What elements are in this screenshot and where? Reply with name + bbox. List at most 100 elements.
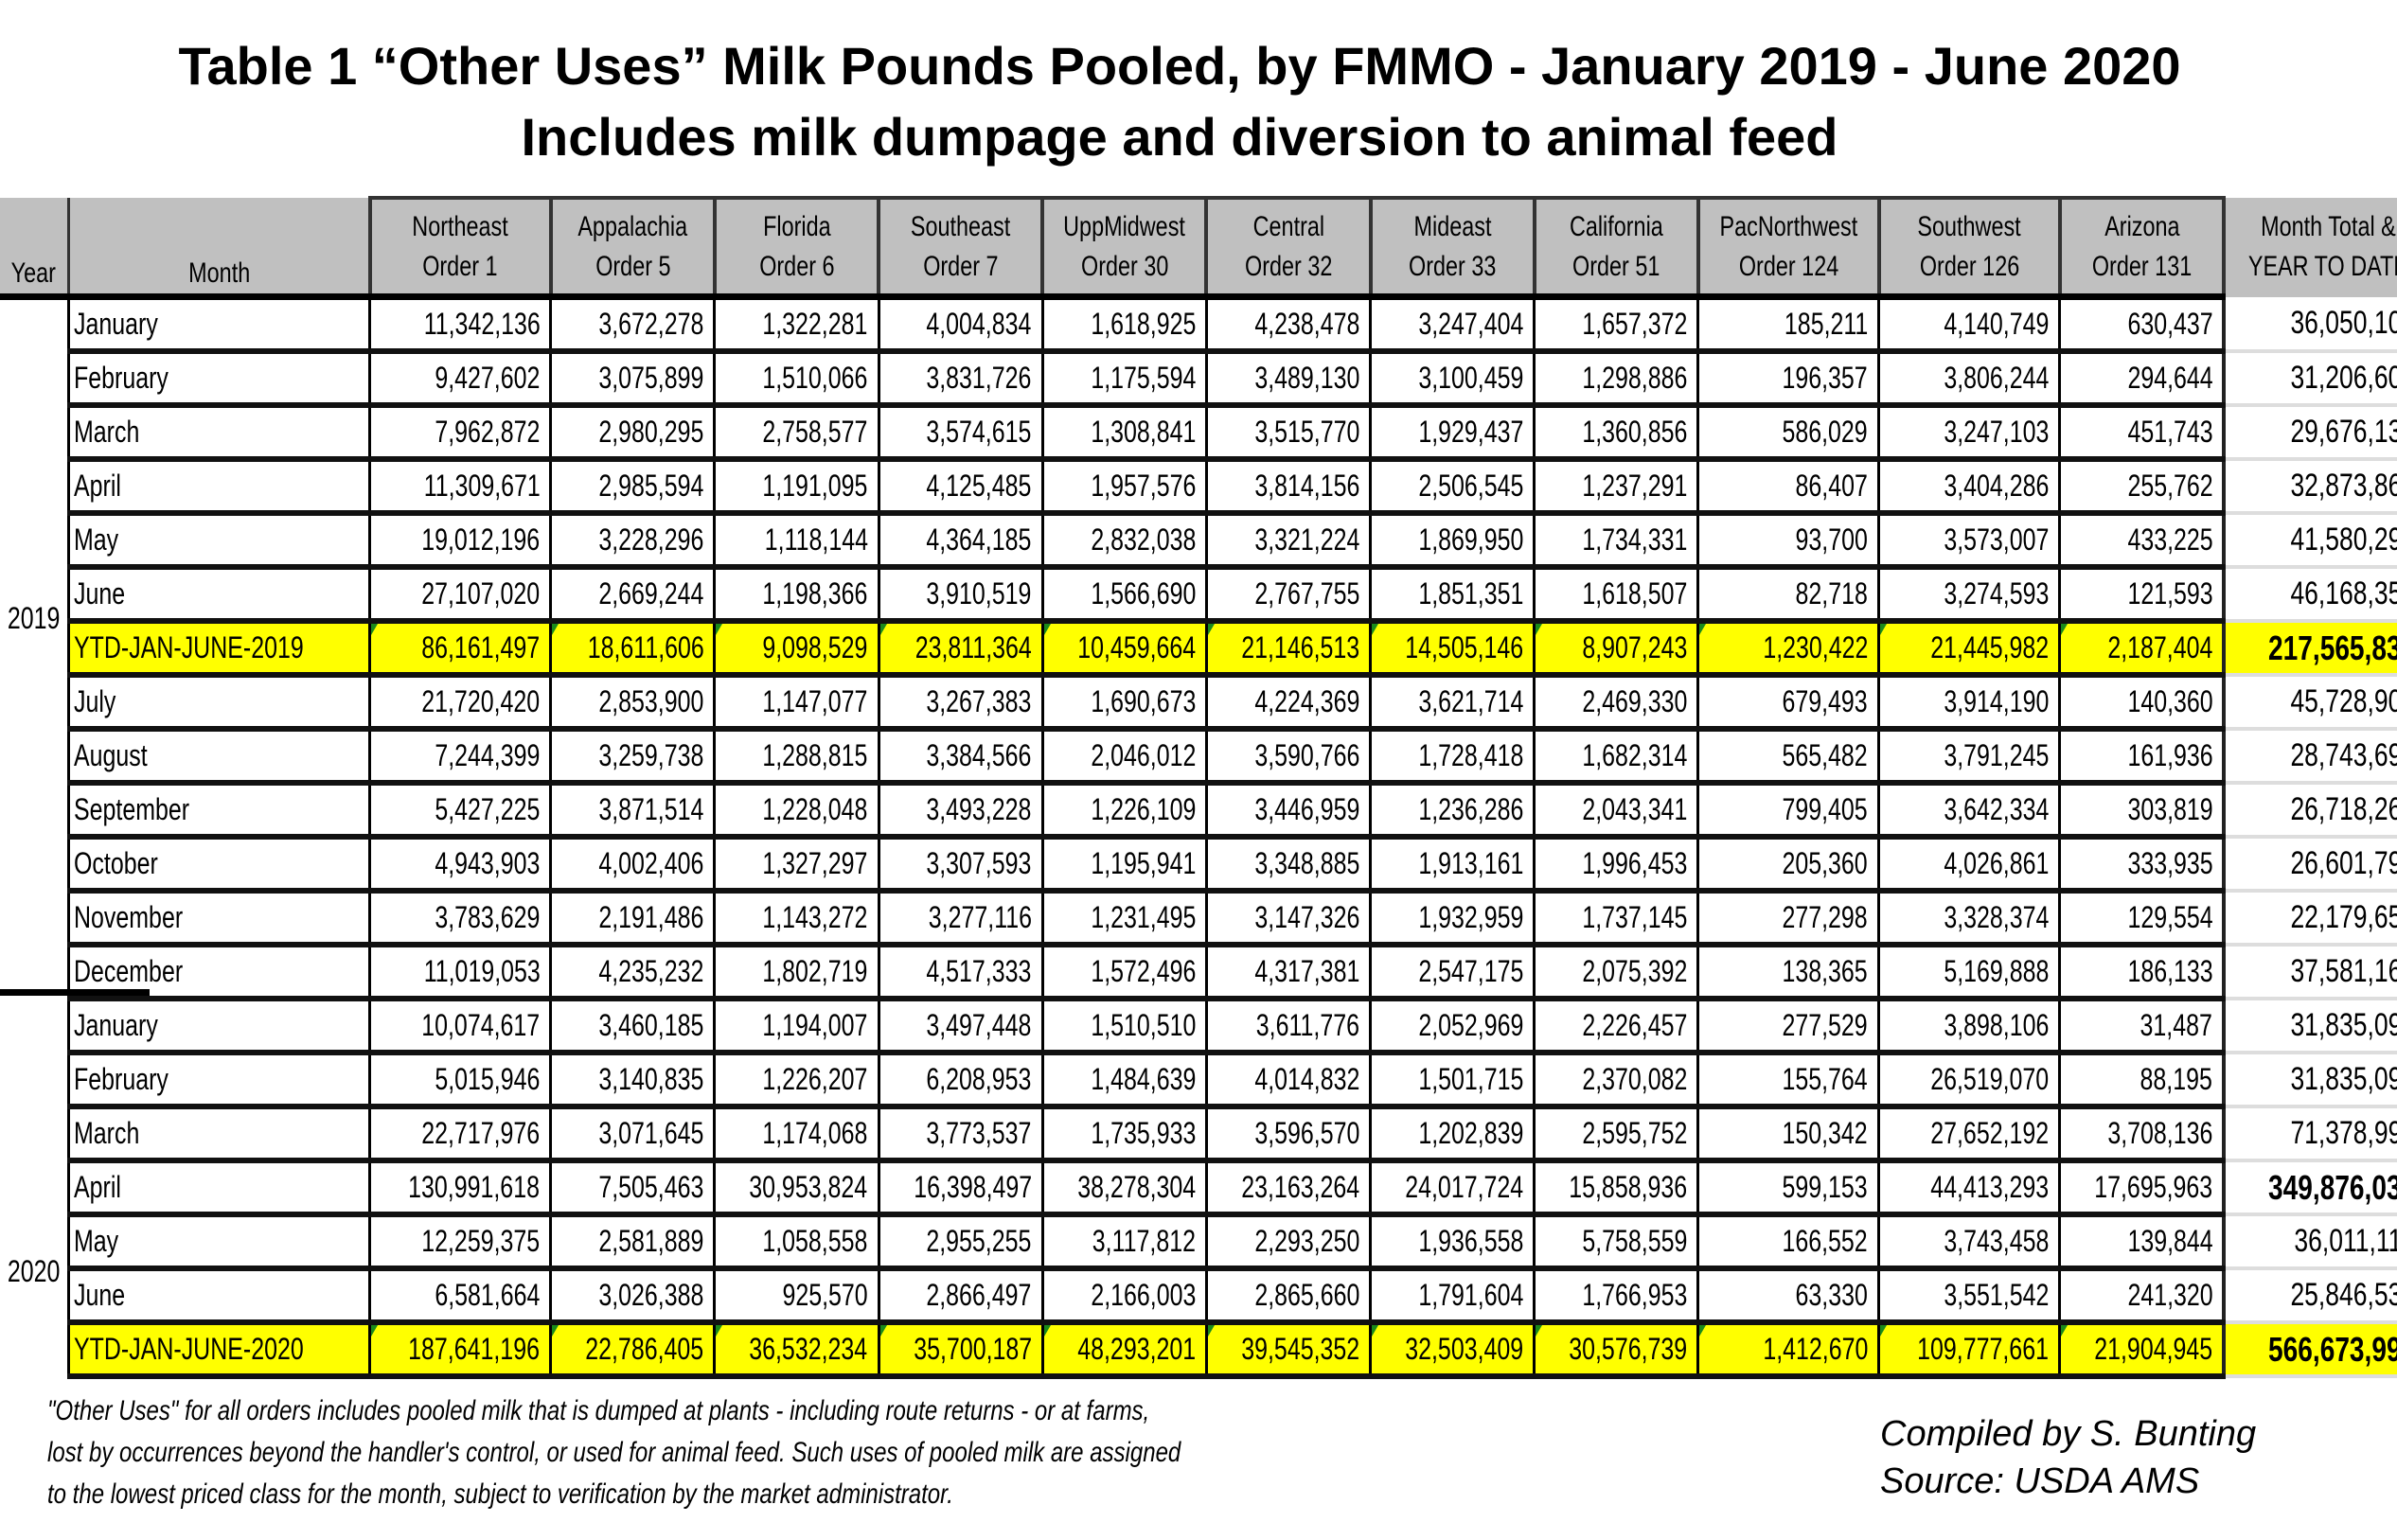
value-text: 1,690,673 [1090,684,1196,718]
header-region-text: California [1569,210,1663,242]
value-text: 3,831,726 [926,361,1032,395]
value-cell: 3,621,714 [1369,675,1536,732]
month-total-cell: 31,206,607 [2222,351,2397,407]
value-text: 1,484,639 [1090,1062,1196,1096]
value-text: 4,224,369 [1254,684,1360,718]
value-cell: 121,593 [2058,567,2226,624]
header-region-name: Northeast [372,207,549,247]
value-cell: 4,026,861 [1877,837,2062,894]
value-text: 925,570 [782,1278,868,1312]
value-text: 3,277,116 [928,900,1032,934]
value-text: 30,953,824 [749,1170,868,1204]
value-cell: 1,174,068 [713,1106,880,1163]
value-cell: 1,936,558 [1369,1214,1536,1271]
value-text: 7,505,463 [598,1170,704,1204]
month-total-text: 41,580,296 [2290,522,2397,558]
value-cell: 1,226,207 [713,1053,880,1109]
value-cell: 3,814,156 [1204,459,1373,516]
value-cell: 130,991,618 [368,1160,553,1217]
value-text: 1,322,281 [762,307,868,341]
value-text: 1,766,953 [1582,1278,1688,1312]
value-cell: 205,360 [1696,837,1881,894]
value-cell: 2,669,244 [549,567,717,624]
table-body: 2019 January 11,342,136 3,672,278 1,322,281 4… [0,296,2397,1379]
header-region-name: Florida [717,207,877,247]
table-row: June 6,581,664 3,026,388 925,570 2,866,497 2,… [0,1268,2397,1325]
header-region-name: Southeast [880,207,1040,247]
value-text: 2,955,255 [926,1224,1032,1258]
header-order-text: Order 51 [1572,250,1660,282]
value-text: 2,866,497 [926,1278,1032,1312]
value-cell: 3,117,812 [1040,1214,1208,1271]
value-cell: 3,672,278 [549,296,717,354]
value-cell: 9,427,602 [368,351,553,408]
value-cell: 38,278,304 [1040,1160,1208,1217]
month-total-text: 31,835,091 [2290,1061,2397,1097]
header-order-number: Order 5 [553,247,713,287]
value-text: 15,858,936 [1569,1170,1688,1204]
value-text: 3,573,007 [1944,522,2050,557]
header-region-text: Southeast [911,210,1011,242]
month-total-cell: 37,581,167 [2222,945,2397,1000]
value-cell: 93,700 [1696,513,1881,570]
value-cell: 3,573,007 [1877,513,2062,570]
month-label: August [74,738,148,772]
value-text: 2,865,660 [1254,1278,1360,1312]
value-text: 86,161,497 [421,630,541,664]
value-text: 3,075,899 [598,361,704,395]
month-label: February [74,361,169,395]
value-cell: 3,071,645 [549,1106,717,1163]
value-text: 22,717,976 [421,1116,541,1150]
header-order-text: Order 5 [595,250,671,282]
header-region-text: UppMidwest [1063,210,1186,242]
value-cell: 1,957,576 [1040,459,1208,516]
value-cell: 3,910,519 [877,567,1044,624]
value-text: 1,308,841 [1090,415,1196,449]
month-total-text: 71,378,990 [2290,1115,2397,1151]
value-cell: 1,791,604 [1369,1268,1536,1325]
value-cell: 4,943,903 [368,837,553,894]
header-month-total: Month Total & YEAR TO DATE [2224,198,2397,297]
month-label: YTD-JAN-JUNE-2019 [74,630,304,664]
value-cell: 4,517,333 [877,945,1044,1001]
month-total-text: 26,718,268 [2290,791,2397,827]
value-text: 27,652,192 [1930,1116,2050,1150]
value-text: 14,505,146 [1405,630,1524,664]
value-cell: 2,043,341 [1533,783,1700,840]
value-cell: 3,791,245 [1877,729,2062,786]
month-cell: November [67,891,372,947]
value-text: 9,098,529 [762,630,868,664]
header-order-text: Order 30 [1080,250,1169,282]
value-text: 2,980,295 [598,415,704,449]
month-total-text: 37,581,167 [2290,953,2397,989]
month-cell: February [67,351,372,408]
value-cell: 6,581,664 [368,1268,553,1325]
value-cell: 2,832,038 [1040,513,1208,570]
value-cell: 925,570 [713,1268,880,1325]
value-text: 3,551,542 [1944,1278,2050,1312]
value-cell: 1,690,673 [1040,675,1208,732]
year-cell: 2019 [0,297,69,1000]
value-text: 2,226,457 [1582,1008,1688,1042]
value-text: 3,307,593 [926,846,1032,880]
value-text: 3,708,136 [2107,1116,2213,1150]
value-cell: 1,198,366 [713,567,880,624]
value-text: 3,259,738 [598,738,704,772]
table-row: October 4,943,903 4,002,406 1,327,297 3,307,… [0,837,2397,894]
value-text: 4,238,478 [1254,307,1360,341]
value-text: 3,348,885 [1254,846,1360,880]
value-cell: 3,321,224 [1204,513,1373,570]
footnote: "Other Uses" for all orders includes poo… [47,1390,1465,1515]
value-text: 11,342,136 [423,307,541,341]
month-total-text: 25,846,531 [2290,1277,2397,1313]
value-cell: 3,075,899 [549,351,717,408]
value-text: 7,244,399 [435,738,541,772]
value-cell: 1,327,297 [713,837,880,894]
compiled-by: Compiled by S. Bunting [1880,1414,2257,1454]
value-text: 4,943,903 [435,846,541,880]
month-label: January [74,1008,158,1042]
month-total-cell: 36,050,105 [2222,296,2397,353]
header-month-label: Month [188,257,251,289]
value-cell: 2,758,577 [713,405,880,462]
header-order-5: UppMidwest Order 30 [1040,196,1209,300]
